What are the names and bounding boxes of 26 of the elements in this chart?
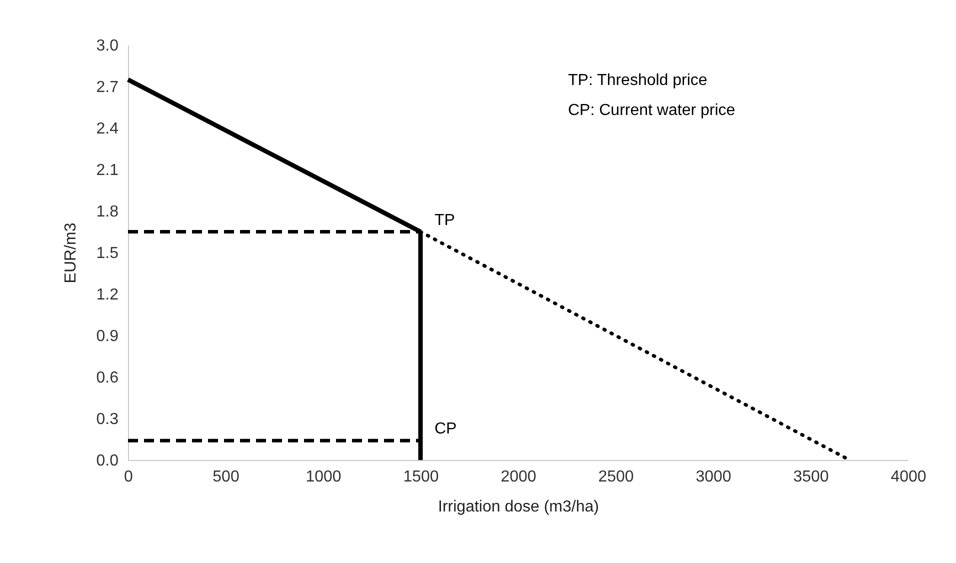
x-tick-label: 4000: [890, 468, 926, 486]
y-axis-title: EUR/m3: [62, 222, 80, 284]
x-tick-label: 1500: [403, 468, 439, 486]
y-tick-label: 2.7: [96, 79, 119, 96]
x-tick-label: 0: [124, 468, 134, 486]
y-tick-label: 2.1: [96, 162, 119, 179]
annotation: TP: Threshold price: [568, 72, 708, 89]
x-tick-label: 1000: [306, 468, 342, 486]
x-tick-label: 2000: [500, 468, 536, 486]
annotation: CP: [434, 420, 457, 438]
y-tick-label: 0.6: [96, 370, 119, 386]
y-tick-label: 0.3: [96, 411, 119, 428]
x-axis-title: Irrigation dose (m3/ha): [438, 498, 599, 516]
y-tick-label: 1.2: [96, 286, 119, 304]
x-tick-label: 3000: [696, 468, 732, 486]
y-tick-label: 3.0: [96, 38, 119, 54]
y-tick-label: 0.9: [96, 328, 119, 345]
y-tick-label: 1.8: [96, 204, 119, 220]
x-tick-label: 2500: [598, 468, 634, 486]
x-tick-label: 500: [212, 468, 240, 486]
y-tick-label: 2.4: [96, 120, 119, 138]
x-tick-label: 3500: [793, 468, 829, 486]
annotation: CP: Current water price: [568, 102, 736, 119]
annotation: TP: [434, 212, 455, 229]
y-tick-label: 0.0: [96, 452, 119, 470]
y-tick-label: 1.5: [96, 245, 119, 262]
